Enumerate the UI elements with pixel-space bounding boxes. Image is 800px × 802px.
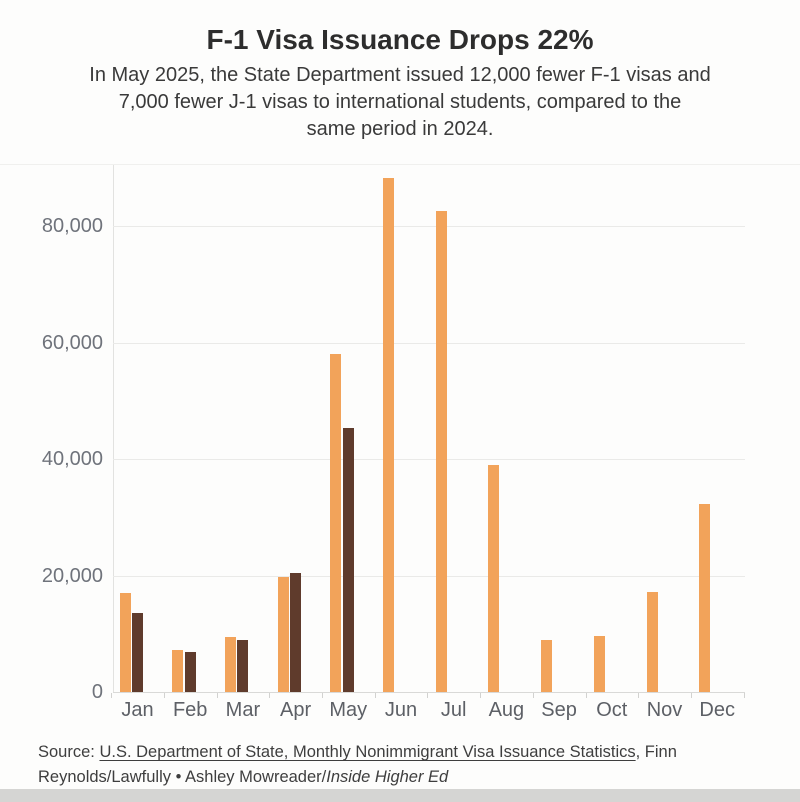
bar-2025-may xyxy=(342,428,354,692)
chart-top-border xyxy=(0,164,800,165)
source-prefix: Source: xyxy=(38,743,100,761)
x-axis-label-dec: Dec xyxy=(699,699,735,721)
x-axis-tick xyxy=(322,693,323,698)
bar-2025-feb xyxy=(184,652,196,692)
source-publication: Inside Higher Ed xyxy=(326,768,449,786)
bar-2025-mar xyxy=(237,639,249,692)
x-axis-tick xyxy=(427,693,429,698)
x-axis-label-jul: Jul xyxy=(440,699,467,721)
subtitle-line-1: In May 2025, the State Department issued… xyxy=(89,64,711,86)
y-axis-line xyxy=(113,165,114,692)
bar-2024-aug xyxy=(488,465,500,692)
x-axis-label-apr: Apr xyxy=(280,699,312,721)
page-bottom-edge xyxy=(0,789,800,802)
bar-2024-jul xyxy=(435,210,447,692)
x-axis-tick xyxy=(111,693,113,698)
subtitle-line-3: same period in 2024. xyxy=(306,118,494,140)
bar-2024-jan xyxy=(119,593,131,692)
gridline-60000 xyxy=(113,342,745,344)
y-axis-tick-label: 40,000 xyxy=(41,448,103,470)
gridline-40000 xyxy=(113,459,745,460)
source-credit-continued: Reynolds/Lawfully • Ashley Mowreader/ xyxy=(38,768,327,786)
source-credit: , Finn xyxy=(635,743,677,761)
y-axis-tick-label: 20,000 xyxy=(41,564,103,587)
x-axis-label-nov: Nov xyxy=(646,699,683,721)
gridline-80000 xyxy=(113,226,745,227)
bar-2025-jan xyxy=(132,613,143,692)
bar-2024-nov xyxy=(646,591,658,692)
x-axis-label-aug: Aug xyxy=(488,699,525,721)
x-axis-tick xyxy=(638,693,640,698)
x-axis-tick xyxy=(269,693,271,698)
x-axis-tick xyxy=(216,693,218,698)
x-axis-label-jun: Jun xyxy=(384,699,418,721)
source-line-2: Reynolds/Lawfully • Ashley Mowreader/Ins… xyxy=(38,765,778,790)
chart-title: F-1 Visa Issuance Drops 22% xyxy=(206,24,594,55)
x-axis-label-oct: Oct xyxy=(596,699,628,721)
gridline-0 xyxy=(113,692,745,693)
source-link[interactable]: U.S. Department of State, Monthly Nonimm… xyxy=(99,743,636,761)
bar-2024-oct xyxy=(593,635,605,692)
x-axis-tick xyxy=(163,693,165,698)
chart-subtitle: In May 2025, the State Department issued… xyxy=(0,62,800,143)
source-note: Source: U.S. Department of State, Monthl… xyxy=(38,740,778,790)
bar-2024-may xyxy=(330,354,342,692)
x-axis-label-feb: Feb xyxy=(172,699,208,721)
x-axis-label-may: May xyxy=(329,699,368,721)
bar-2025-apr xyxy=(290,572,302,692)
bar-2024-apr xyxy=(277,576,289,692)
x-axis-label-sep: Sep xyxy=(541,699,577,721)
bar-2024-feb xyxy=(172,650,184,692)
bar-2024-dec xyxy=(699,503,711,692)
y-axis-tick-label: 60,000 xyxy=(41,331,103,354)
x-axis-label-jan: Jan xyxy=(121,699,154,721)
gridline-20000 xyxy=(113,575,745,577)
x-axis-tick xyxy=(374,693,376,698)
bar-2024-sep xyxy=(541,639,553,692)
bar-2024-jun xyxy=(383,178,394,692)
x-axis-tick xyxy=(585,693,587,698)
subtitle-line-2: 7,000 fewer J-1 visas to international s… xyxy=(118,91,682,113)
y-axis-tick-label: 0 xyxy=(91,681,103,703)
x-axis-tick xyxy=(532,693,534,698)
y-axis-tick-label: 80,000 xyxy=(41,215,103,237)
x-axis-label-mar: Mar xyxy=(225,699,261,721)
x-axis-tick xyxy=(480,693,482,698)
source-line-1: Source: U.S. Department of State, Monthl… xyxy=(38,740,778,765)
x-axis-tick xyxy=(690,693,692,698)
bar-2024-mar xyxy=(224,636,236,692)
x-axis-tick xyxy=(743,693,745,698)
